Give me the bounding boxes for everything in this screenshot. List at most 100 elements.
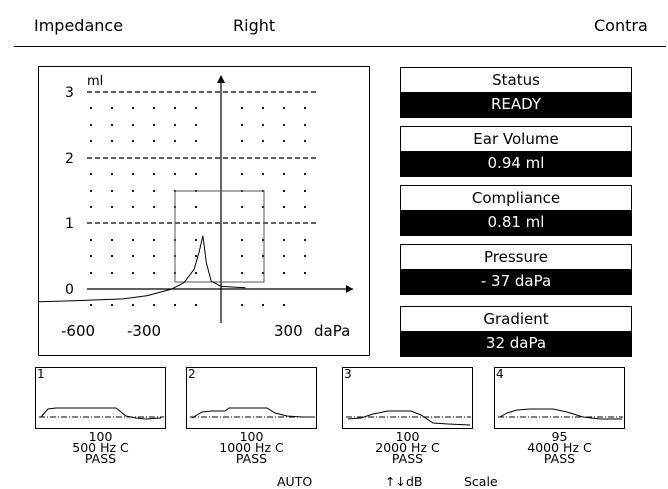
grid-dot	[131, 254, 135, 258]
stimulus-mode-label: Contra	[594, 16, 648, 35]
grid-dot	[110, 254, 114, 258]
grid-dot	[152, 172, 156, 176]
tympanogram-graph: ml 3 2 1 0 -600 -300 300 daPa	[38, 66, 370, 356]
y-tick-3: 3	[65, 85, 74, 101]
reflex-result: PASS	[84, 451, 117, 466]
grid-dot	[194, 271, 198, 275]
compliance-label: Compliance	[401, 186, 631, 210]
grid-dot	[152, 189, 156, 193]
grid-dot	[282, 205, 286, 209]
grid-dot	[194, 106, 198, 110]
grid-dot	[89, 172, 93, 176]
gradient-value: 32 daPa	[485, 334, 547, 352]
grid-dot	[173, 172, 177, 176]
grid-dot	[303, 139, 307, 143]
grid-dot	[303, 271, 307, 275]
grid-dot	[131, 238, 135, 242]
status-label: Status	[401, 68, 631, 92]
ear-volume-label: Ear Volume	[401, 127, 631, 151]
reflex-graph-number: 4	[496, 367, 504, 381]
tympanogram-curve	[39, 235, 246, 303]
grid-dot	[240, 303, 244, 307]
grid-dot	[194, 172, 198, 176]
grid-dot	[282, 106, 286, 110]
auto-softkey[interactable]: AUTO	[277, 474, 313, 489]
grid-dot	[131, 205, 135, 209]
dot-grid	[89, 106, 307, 307]
pressure-panel: Pressure - 37 daPa	[400, 244, 632, 295]
grid-dot	[194, 139, 198, 143]
reflex-result: PASS	[235, 451, 268, 466]
scale-softkey[interactable]: Scale	[464, 474, 498, 489]
reflex-caption-4: 95 4000 Hz C PASS	[494, 429, 625, 465]
reflex-graph-number: 2	[188, 367, 196, 381]
y-tick-0: 0	[65, 282, 74, 298]
x-axis-arrow-icon	[346, 285, 353, 293]
x-tick-minus300: -300	[127, 322, 161, 340]
grid-dot	[110, 271, 114, 275]
reflex-graph-number: 3	[344, 367, 352, 381]
grid-dot	[152, 139, 156, 143]
grid-dot	[89, 205, 93, 209]
grid-dot	[261, 303, 265, 307]
grid-dot	[131, 303, 135, 307]
reflex-result: PASS	[391, 451, 424, 466]
reflex-graph-number: 1	[37, 367, 45, 381]
reflex-curve	[347, 410, 471, 426]
grid-dot	[152, 205, 156, 209]
grid-dot	[303, 106, 307, 110]
grid-dot	[282, 139, 286, 143]
reflex-graph-3: 3	[342, 367, 473, 429]
grid-dot	[240, 271, 244, 275]
grid-dot	[89, 123, 93, 127]
y-unit-label: ml	[87, 74, 103, 89]
grid-dot	[261, 106, 265, 110]
grid-dot	[240, 238, 244, 242]
grid-dot	[110, 238, 114, 242]
grid-dot	[152, 254, 156, 258]
reflex-caption-2: 100 1000 Hz C PASS	[186, 429, 317, 466]
grid-dot	[240, 106, 244, 110]
reflex-caption-3: 100 2000 Hz C PASS	[342, 429, 473, 466]
grid-dot	[110, 139, 114, 143]
grid-dot	[173, 139, 177, 143]
reflex-curve	[191, 407, 314, 419]
grid-dot	[89, 271, 93, 275]
reflex-frequency: 1000 Hz C	[219, 440, 284, 455]
reflex-level: 95	[551, 429, 568, 444]
grid-dot	[282, 189, 286, 193]
grid-dot	[131, 123, 135, 127]
pressure-value: - 37 daPa	[480, 272, 552, 290]
grid-dot	[282, 271, 286, 275]
grid-dot	[194, 238, 198, 242]
grid-dot	[110, 106, 114, 110]
reflex-level: 100	[239, 429, 264, 444]
grid-dot	[89, 139, 93, 143]
grid-dot	[152, 303, 156, 307]
db-adjust-softkey[interactable]: ↑↓dB	[385, 474, 423, 489]
gradient-label: Gradient	[401, 307, 631, 331]
y-axis-arrow-icon	[217, 75, 225, 83]
reflex-frequency: 4000 Hz C	[527, 440, 592, 455]
x-tick-300: 300	[274, 322, 303, 340]
reflex-level: 100	[395, 429, 420, 444]
grid-dot	[303, 189, 307, 193]
grid-dot	[303, 254, 307, 258]
grid-dot	[194, 205, 198, 209]
grid-dot	[89, 254, 93, 258]
reflex-curve	[499, 408, 622, 420]
grid-dot	[110, 205, 114, 209]
ear-volume-value: 0.94 ml	[487, 154, 545, 172]
status-panel: Status READY	[400, 67, 632, 118]
grid-dot	[240, 254, 244, 258]
grid-dot	[110, 123, 114, 127]
grid-dot	[110, 172, 114, 176]
screen-title: Impedance	[34, 16, 124, 35]
grid-dot	[303, 205, 307, 209]
grid-dot	[152, 271, 156, 275]
grid-dot	[173, 123, 177, 127]
x-tick-minus600: -600	[61, 322, 95, 340]
reflex-graph-1: 1	[35, 367, 166, 429]
grid-dot	[173, 106, 177, 110]
grid-dot	[261, 123, 265, 127]
